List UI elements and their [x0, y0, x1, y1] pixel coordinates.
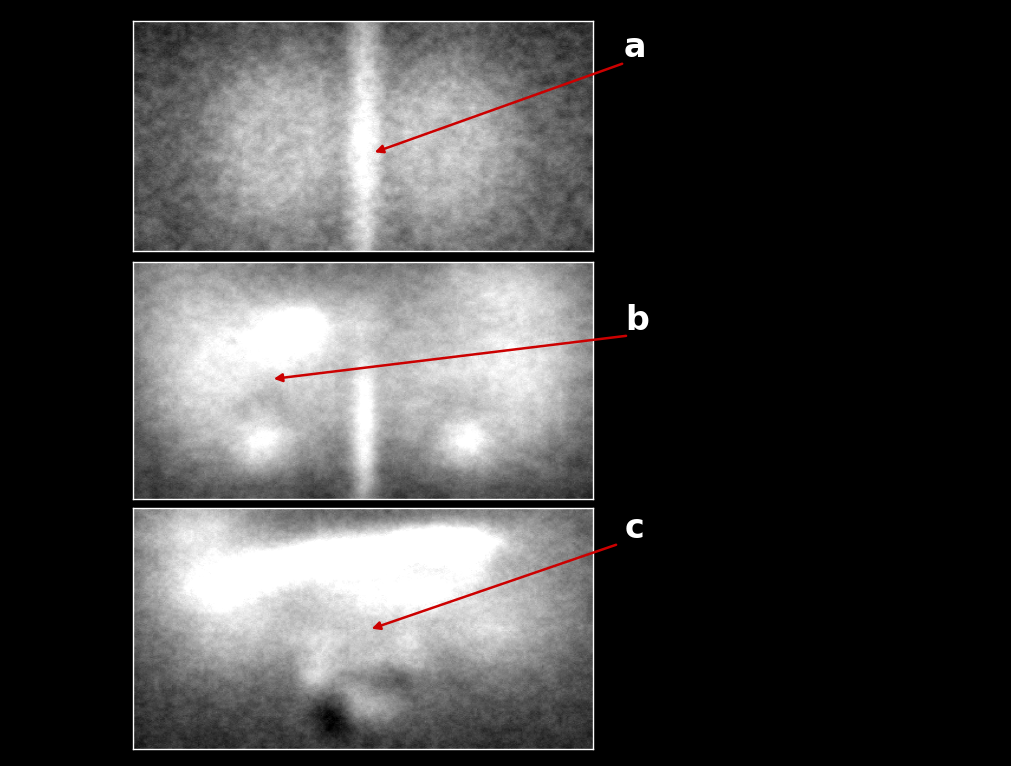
- Text: a: a: [624, 31, 646, 64]
- Text: c: c: [625, 512, 645, 545]
- Text: b: b: [625, 303, 649, 337]
